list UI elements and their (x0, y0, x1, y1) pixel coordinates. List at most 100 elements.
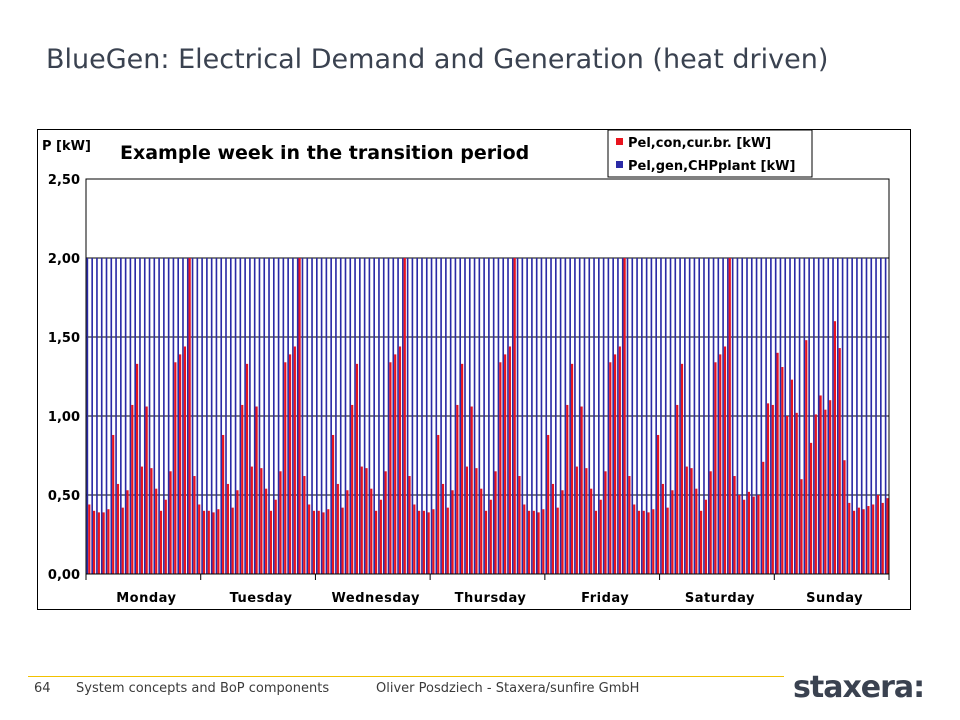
demand-bar (145, 406, 148, 574)
generation-bar (755, 258, 758, 574)
generation-bar (593, 258, 595, 574)
demand-bar (618, 346, 621, 574)
generation-bar (727, 258, 729, 574)
generation-bar (148, 258, 151, 574)
generation-bar (344, 258, 347, 574)
demand-bar (212, 512, 215, 574)
generation-bar (617, 258, 619, 574)
demand-bar (518, 476, 521, 574)
demand-bar (604, 471, 607, 574)
generation-bar (765, 258, 767, 574)
generation-bar (808, 258, 810, 574)
demand-bar (848, 502, 851, 574)
demand-bar (881, 502, 884, 574)
demand-bar (709, 471, 712, 574)
demand-bar (719, 354, 722, 574)
generation-bar (535, 258, 538, 574)
generation-bar (416, 258, 419, 574)
demand-bar (566, 404, 569, 574)
generation-bar (507, 258, 509, 574)
demand-bar (609, 362, 612, 574)
demand-bar (408, 476, 411, 574)
legend-swatch (616, 138, 623, 145)
demand-bar (322, 512, 325, 574)
generation-bar (707, 258, 710, 574)
generation-bar (841, 258, 844, 574)
demand-bar (418, 510, 421, 574)
generation-bar (488, 258, 490, 574)
demand-bar (757, 495, 760, 574)
generation-bar (803, 258, 806, 574)
demand-bar (800, 479, 803, 574)
demand-bar (284, 362, 287, 574)
generation-bar (225, 258, 227, 574)
demand-bar (207, 510, 210, 574)
generation-bar (884, 258, 887, 574)
generation-bar (588, 258, 591, 574)
generation-bar (650, 258, 653, 574)
generation-bar (435, 258, 438, 574)
demand-bar (499, 362, 502, 574)
demand-bar (508, 346, 512, 574)
demand-bar (336, 483, 339, 574)
demand-bar (198, 504, 201, 574)
demand-bar (480, 488, 483, 574)
generation-bar (793, 258, 796, 574)
generation-bar (569, 258, 571, 574)
generation-bar (497, 258, 500, 574)
generation-bar (511, 258, 514, 574)
generation-bar (860, 258, 863, 574)
generation-bar (124, 258, 127, 574)
demand-bar (685, 466, 688, 574)
generation-bar (210, 258, 213, 574)
demand-bar (432, 509, 435, 574)
demand-bar (269, 510, 273, 574)
generation-bar (664, 258, 667, 574)
demand-bar (771, 404, 774, 574)
y-tick-label: 1,50 (48, 331, 80, 346)
demand-bar (551, 483, 555, 574)
generation-bar (100, 258, 103, 574)
generation-bar (115, 258, 117, 574)
generation-bar (359, 258, 361, 574)
generation-bar (550, 258, 552, 574)
generation-bar (143, 258, 146, 574)
generation-bar (516, 258, 519, 574)
generation-bar (296, 258, 299, 574)
demand-bar (202, 510, 206, 574)
demand-bar (829, 400, 832, 574)
generation-bar (492, 258, 495, 574)
demand-bar (279, 471, 282, 574)
legend-label: Pel,gen,CHPplant [kW] (628, 159, 795, 174)
demand-bar (303, 476, 306, 574)
demand-bar (437, 434, 440, 574)
demand-bar (504, 354, 507, 574)
generation-bar (698, 258, 701, 574)
demand-bar (461, 363, 464, 574)
generation-bar (421, 258, 423, 574)
demand-bar (308, 504, 311, 574)
generation-bar (339, 258, 342, 574)
generation-bar (679, 258, 681, 574)
generation-bar (545, 258, 548, 574)
generation-bar (731, 258, 734, 574)
generation-bar (626, 258, 629, 574)
demand-bar (131, 404, 134, 574)
demand-bar (532, 510, 535, 574)
generation-bar (177, 258, 180, 574)
generation-bar (770, 258, 772, 574)
generation-bar (774, 258, 777, 574)
demand-bar (427, 512, 430, 574)
generation-bar (574, 258, 576, 574)
generation-bar (172, 258, 175, 574)
demand-bar (441, 483, 445, 574)
generation-bar (354, 258, 356, 574)
demand-bar (484, 510, 488, 574)
generation-bar (253, 258, 256, 574)
demand-bar (723, 346, 727, 574)
generation-bar (311, 258, 313, 574)
demand-bar (872, 504, 875, 574)
generation-bar (856, 258, 858, 574)
generation-bar (655, 258, 657, 574)
generation-bar (722, 258, 724, 574)
